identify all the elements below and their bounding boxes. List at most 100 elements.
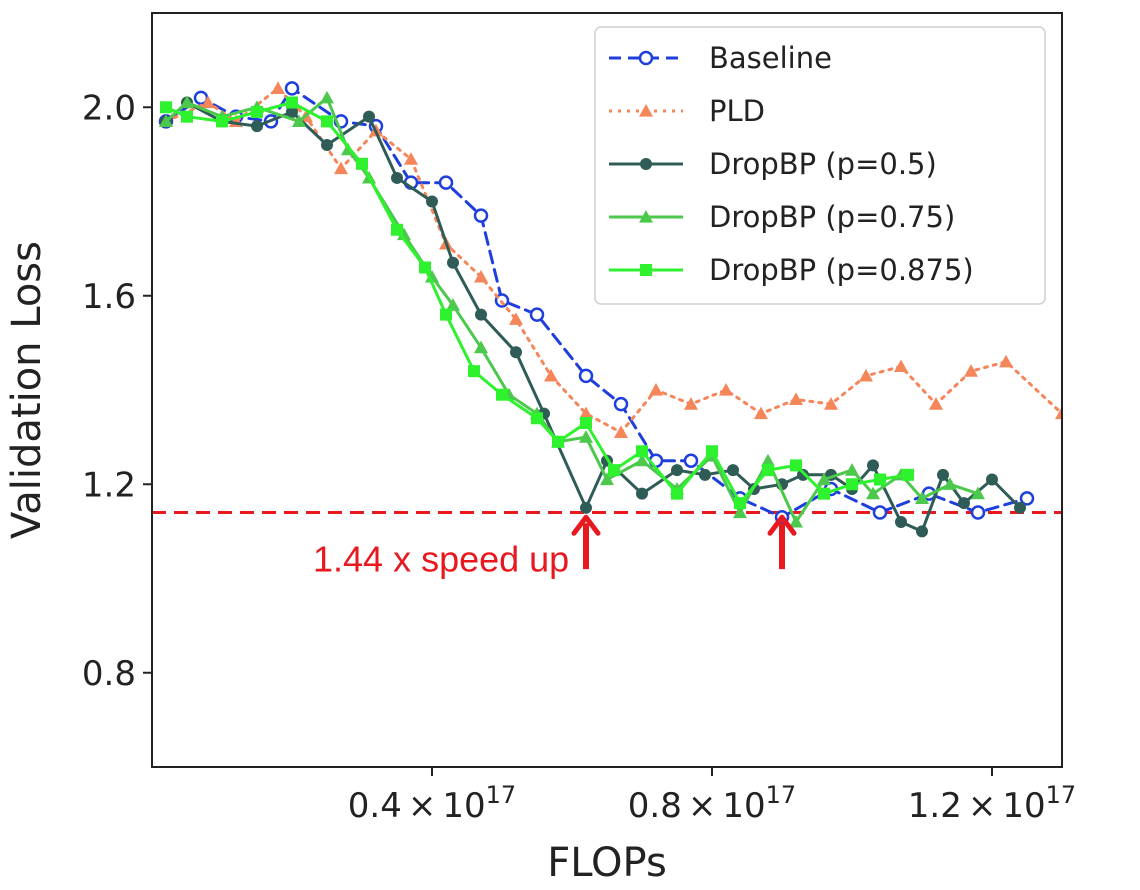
data-point [970,505,986,520]
data-point [789,514,803,528]
data-point [684,397,698,410]
data-point [727,464,739,477]
data-point [649,383,663,396]
data-point [846,478,858,491]
data-point [1055,406,1062,420]
data-point [181,110,193,123]
series-2 [160,96,1026,538]
data-point [824,397,838,410]
data-point [894,359,908,373]
data-point [929,397,943,410]
data-point [733,505,747,519]
x-tick-base: 10 [722,786,765,826]
y-tick-label: 0.8 [82,654,136,694]
data-point [845,463,859,476]
speedup-arrow-head [767,514,797,536]
x-tick-label: 0.4 × 1017 [348,781,516,826]
data-point [496,388,508,401]
series-1 [159,81,1062,439]
x-axis-title: FLOPs [547,840,667,886]
data-point [529,307,545,322]
legend-marker [638,50,654,66]
x-tick-base: 10 [442,786,485,826]
tick-layer: 0.81.21.62.00.4 × 1017 0.8 × 1017 1.2 × 1017 [82,88,1076,826]
data-point [958,497,970,510]
x-tick-mantissa: 1.2 [908,786,962,826]
data-point [321,115,333,128]
data-point [474,340,488,354]
data-point [579,406,593,420]
data-point [510,346,522,359]
legend: Baseline PLD DropBP (p=0.5) DropBP (p=0.75)… [594,26,1046,305]
data-point [867,459,879,472]
data-point [915,491,929,504]
data-point [761,453,775,467]
x-tick-times: × [688,786,717,826]
data-point [790,459,802,472]
data-point [180,95,194,109]
legend-box [594,26,1046,305]
data-point [797,468,809,481]
x-tick-label: 0.8 × 1017 [628,781,796,826]
data-point [578,368,594,384]
data-point [937,468,949,481]
data-point [789,392,803,406]
data-point [902,468,914,481]
data-point [671,487,683,500]
x-tick-base: 10 [1002,786,1045,826]
data-point [251,120,263,133]
y-tick-label: 1.6 [82,277,136,317]
x-tick-mantissa: 0.8 [628,786,682,826]
data-point [292,114,306,127]
data-point [419,261,431,274]
data-point [440,308,452,321]
x-tick-exponent: 17 [486,781,517,809]
data-point [391,223,403,236]
data-point [426,195,438,208]
data-point [552,435,564,448]
data-point [608,464,620,477]
data-point [475,308,487,321]
data-point [286,105,298,118]
data-point [762,464,774,477]
legend-marker [639,210,653,223]
data-point [872,505,888,520]
legend-marker [640,264,652,276]
data-point [1019,491,1035,506]
data-point [986,473,998,486]
data-point [943,477,957,490]
data-point [284,81,300,96]
data-point [356,157,368,170]
data-point [999,354,1013,368]
data-point [613,396,629,412]
data-point [286,96,298,109]
speedup-arrow-head [571,514,601,536]
data-point [320,90,334,104]
legend-marker [639,104,653,117]
data-point [160,101,172,114]
data-point [580,416,592,429]
data-point [1014,501,1026,514]
data-point [699,468,711,481]
data-point [544,368,558,382]
plot-frame [151,12,1063,768]
legend-label: PLD [709,94,765,128]
data-point [635,453,649,467]
data-point [391,171,403,184]
data-point [859,368,873,382]
data-point [895,515,907,528]
data-point [964,364,978,377]
annotation-layer: 1.44 x speed up [313,514,797,579]
data-point [754,406,768,420]
data-point [579,430,593,443]
data-point [334,161,348,175]
data-point [874,473,886,486]
data-point [216,115,228,128]
data-point [363,110,375,123]
data-point [251,105,263,118]
data-point [447,256,459,269]
y-tick-label: 2.0 [82,88,136,128]
legend-label: DropBP (p=0.875) [709,253,974,287]
data-point [600,472,614,486]
